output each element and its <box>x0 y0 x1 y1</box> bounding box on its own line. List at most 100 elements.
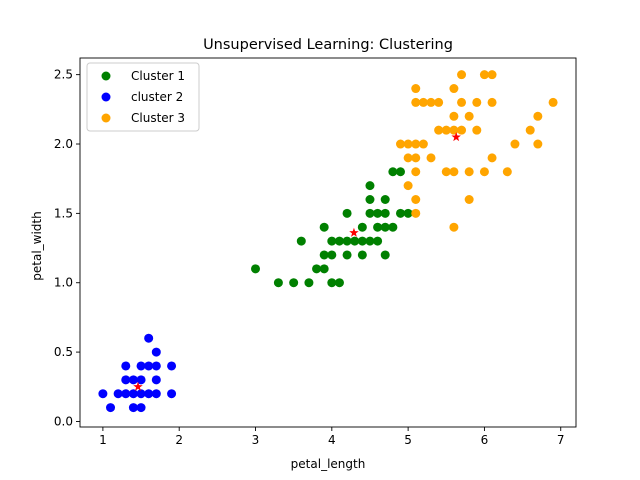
y-tick-label-2: 1.0 <box>54 276 73 290</box>
point-series-1-25 <box>373 236 383 246</box>
point-series-1-14 <box>342 250 352 260</box>
point-series-3-9 <box>411 97 421 107</box>
point-series-2-5 <box>121 361 131 371</box>
point-series-3-35 <box>487 97 497 107</box>
point-series-3-7 <box>411 153 421 163</box>
point-series-2-0 <box>98 389 108 399</box>
point-series-3-34 <box>487 153 497 163</box>
point-series-1-7 <box>319 250 329 260</box>
point-series-1-6 <box>319 264 329 274</box>
point-series-3-39 <box>525 125 535 135</box>
point-series-1-19 <box>357 236 367 246</box>
y-tick-label-4: 2.0 <box>54 137 73 151</box>
legend-marker-cluster-3 <box>101 113 111 123</box>
point-series-3-4 <box>411 208 421 218</box>
legend-marker-cluster-2 <box>101 92 111 102</box>
point-series-3-10 <box>411 84 421 94</box>
point-series-3-15 <box>434 125 444 135</box>
point-series-2-15 <box>144 333 154 343</box>
centroid-star-1 <box>349 227 359 237</box>
point-series-2-1 <box>106 403 116 413</box>
point-series-3-5 <box>411 194 421 204</box>
point-series-2-9 <box>136 403 146 413</box>
x-tick-label-6: 7 <box>557 433 565 447</box>
point-series-1-18 <box>357 250 367 260</box>
point-series-3-25 <box>457 97 467 107</box>
point-series-3-16 <box>434 97 444 107</box>
point-series-3-18 <box>441 125 451 135</box>
centroid-star-3 <box>451 132 461 142</box>
x-tick-label-2: 3 <box>252 433 260 447</box>
point-series-1-20 <box>357 222 367 232</box>
x-axis-label: petal_length <box>291 457 366 471</box>
point-series-2-19 <box>151 347 161 357</box>
point-series-1-36 <box>403 208 413 218</box>
chart-title: Unsupervised Learning: Clustering <box>203 37 453 53</box>
point-series-1-33 <box>388 167 398 177</box>
x-tick-label-4: 5 <box>404 433 412 447</box>
point-series-1-32 <box>388 222 398 232</box>
plot-area: 1 2 3 4 5 6 7 0.0 0.5 1.0 1.5 2.0 2.5 <box>54 57 577 447</box>
point-series-2-18 <box>151 361 161 371</box>
centroid-star-2 <box>133 381 143 391</box>
point-series-3-40 <box>533 139 543 149</box>
legend-label-cluster-3: Cluster 3 <box>131 111 185 125</box>
point-series-3-31 <box>472 97 482 107</box>
point-series-2-10 <box>136 389 146 399</box>
point-series-1-10 <box>327 250 337 260</box>
point-series-2-3 <box>121 389 131 399</box>
legend: Cluster 1 cluster 2 Cluster 3 <box>86 62 200 132</box>
point-series-2-12 <box>136 361 146 371</box>
point-series-2-14 <box>144 361 154 371</box>
point-series-3-22 <box>449 111 459 121</box>
point-series-1-35 <box>395 167 405 177</box>
x-tick-label-0: 1 <box>99 433 107 447</box>
y-tick-label-3: 1.5 <box>54 206 73 220</box>
point-series-2-2 <box>113 389 123 399</box>
point-series-3-23 <box>449 84 459 94</box>
point-series-3-24 <box>457 125 467 135</box>
x-tick-label-1: 2 <box>175 433 183 447</box>
point-series-3-38 <box>510 139 520 149</box>
point-series-1-27 <box>373 208 383 218</box>
point-series-2-8 <box>128 375 138 385</box>
point-series-3-12 <box>418 97 428 107</box>
point-series-2-4 <box>121 375 131 385</box>
point-series-3-1 <box>403 181 413 191</box>
legend-label-cluster-1: Cluster 1 <box>131 69 185 83</box>
point-series-3-0 <box>395 139 405 149</box>
point-series-1-24 <box>365 181 375 191</box>
point-series-3-42 <box>548 97 558 107</box>
point-series-2-16 <box>151 389 161 399</box>
point-series-1-4 <box>304 278 314 288</box>
point-series-1-0 <box>251 264 261 274</box>
point-series-2-6 <box>128 403 138 413</box>
point-series-3-14 <box>426 97 436 107</box>
point-series-3-26 <box>457 70 467 80</box>
point-series-3-20 <box>449 167 459 177</box>
series-2 <box>98 333 177 413</box>
y-tick-label-1: 0.5 <box>54 345 73 359</box>
point-series-1-9 <box>327 278 337 288</box>
x-tick-label-3: 4 <box>328 433 336 447</box>
y-axis-label: petal_width <box>30 211 44 280</box>
point-series-1-8 <box>319 222 329 232</box>
point-series-1-22 <box>365 208 375 218</box>
point-series-3-37 <box>502 167 512 177</box>
point-series-1-30 <box>380 208 390 218</box>
point-series-3-6 <box>411 167 421 177</box>
point-series-1-1 <box>273 278 283 288</box>
point-series-1-34 <box>395 208 405 218</box>
point-series-1-17 <box>350 236 360 246</box>
point-series-1-21 <box>365 236 375 246</box>
y-tick-label-5: 2.5 <box>54 68 73 82</box>
point-series-3-2 <box>403 153 413 163</box>
point-series-2-13 <box>144 389 154 399</box>
series-1 <box>251 167 413 288</box>
legend-marker-cluster-1 <box>101 71 111 81</box>
point-series-1-12 <box>334 278 344 288</box>
point-series-3-19 <box>449 222 459 232</box>
point-series-3-28 <box>464 167 474 177</box>
